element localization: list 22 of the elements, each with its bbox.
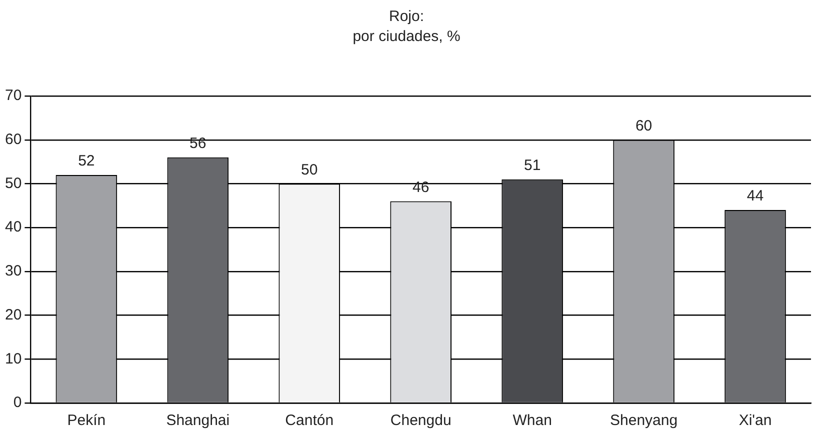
x-tick-label: Chengdu <box>390 412 452 430</box>
x-tick-label: Xi'an <box>738 412 772 430</box>
chart-title: Rojo: <box>388 8 424 26</box>
y-tick-label: 70 <box>4 87 22 104</box>
data-label: 60 <box>635 118 652 134</box>
x-tick-label: Shenyang <box>610 412 678 430</box>
chart-subtitle: por ciudades, % <box>352 28 460 46</box>
x-tick-label: Pekín <box>67 412 106 430</box>
x-tick-label: Whan <box>512 412 552 430</box>
y-tick-label: 50 <box>4 174 22 192</box>
data-label: 44 <box>746 188 764 205</box>
data-label: 50 <box>301 161 318 178</box>
y-tick-label: 0 <box>13 394 22 412</box>
y-tick-label: 60 <box>4 131 22 148</box>
y-tick-label: 10 <box>4 350 22 368</box>
x-tick-label: Shanghai <box>166 412 230 430</box>
x-tick-label: Cantón <box>285 412 334 430</box>
y-tick-label: 30 <box>4 262 22 280</box>
data-label: 52 <box>78 152 95 170</box>
y-tick-label: 20 <box>4 306 22 324</box>
data-label: 51 <box>524 156 541 174</box>
y-tick-label: 40 <box>4 218 22 236</box>
